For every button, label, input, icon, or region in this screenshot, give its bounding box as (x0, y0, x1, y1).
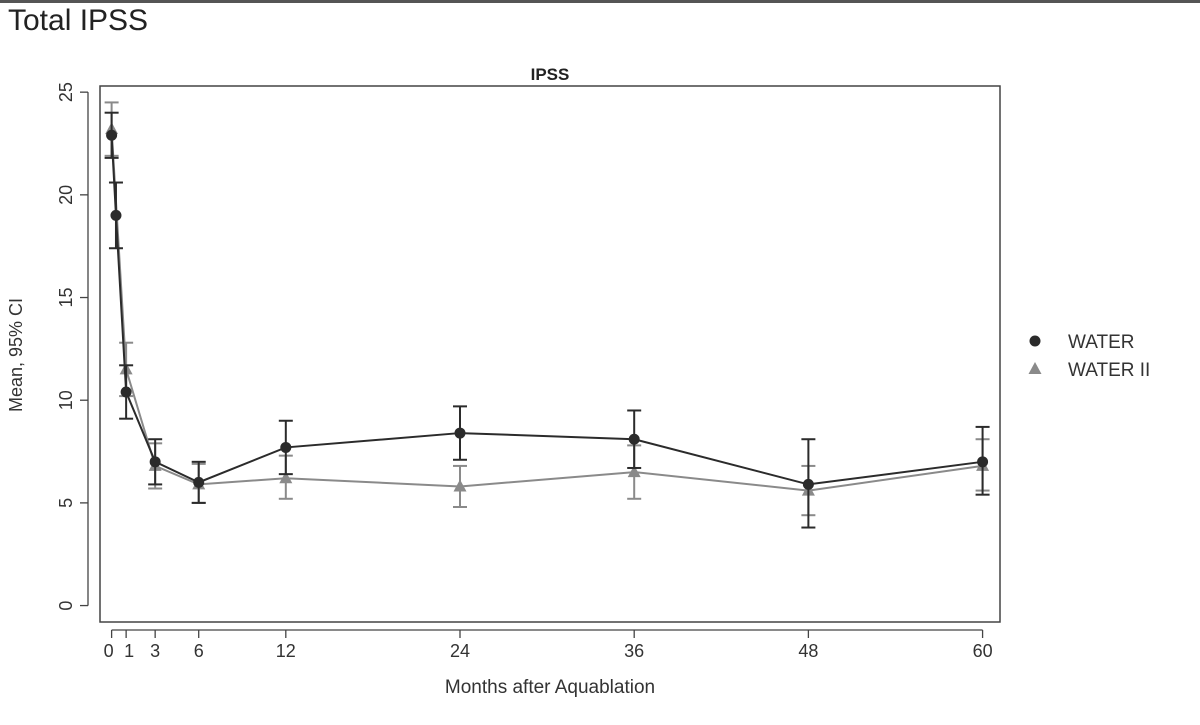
x-tick-label: 0 (104, 641, 114, 661)
y-tick-label: 5 (56, 498, 76, 508)
x-tick-label: 12 (276, 641, 296, 661)
data-point (977, 456, 989, 468)
series-line (110, 135, 983, 486)
y-axis-label: Mean, 95% CI (6, 298, 26, 412)
y-axis: 0 5 10 15 20 25 (56, 82, 89, 611)
series-water-ii (104, 101, 990, 517)
page-heading: Total IPSS (8, 4, 149, 37)
y-tick-label: 10 (56, 390, 76, 410)
chart-title: IPSS (531, 65, 570, 84)
x-tick-label: 36 (624, 641, 644, 661)
data-point (193, 476, 205, 488)
legend: WATER WATER II (1028, 332, 1150, 381)
data-point (106, 129, 118, 141)
x-tick-label: 24 (450, 641, 470, 661)
data-point (453, 479, 467, 492)
top-divider (0, 0, 1200, 3)
data-point (454, 427, 466, 439)
series-layer (104, 101, 990, 529)
legend-label: WATER II (1068, 360, 1150, 381)
x-tick-label: 48 (798, 641, 818, 661)
y-tick-label: 0 (56, 601, 76, 611)
legend-label: WATER (1068, 332, 1135, 353)
y-tick-label: 15 (56, 288, 76, 308)
series-water (104, 111, 990, 529)
x-tick-label: 3 (150, 641, 160, 661)
legend-marker (1028, 362, 1042, 374)
data-point (802, 478, 814, 490)
x-axis-label: Months after Aquablation (445, 677, 655, 698)
data-point (627, 465, 641, 478)
data-point (628, 433, 640, 445)
x-tick-label: 60 (973, 641, 993, 661)
x-tick-label: 1 (124, 641, 134, 661)
x-axis: 0 1 3 6 12 24 36 48 60 (104, 629, 993, 661)
x-tick-label: 6 (194, 641, 204, 661)
data-point (279, 471, 293, 484)
data-point (280, 441, 292, 453)
data-point (149, 456, 161, 468)
data-point (120, 386, 132, 398)
y-tick-label: 25 (56, 82, 76, 102)
y-tick-label: 20 (56, 185, 76, 205)
legend-marker (1029, 335, 1041, 347)
data-point (110, 209, 122, 221)
plot-frame (99, 85, 1001, 623)
